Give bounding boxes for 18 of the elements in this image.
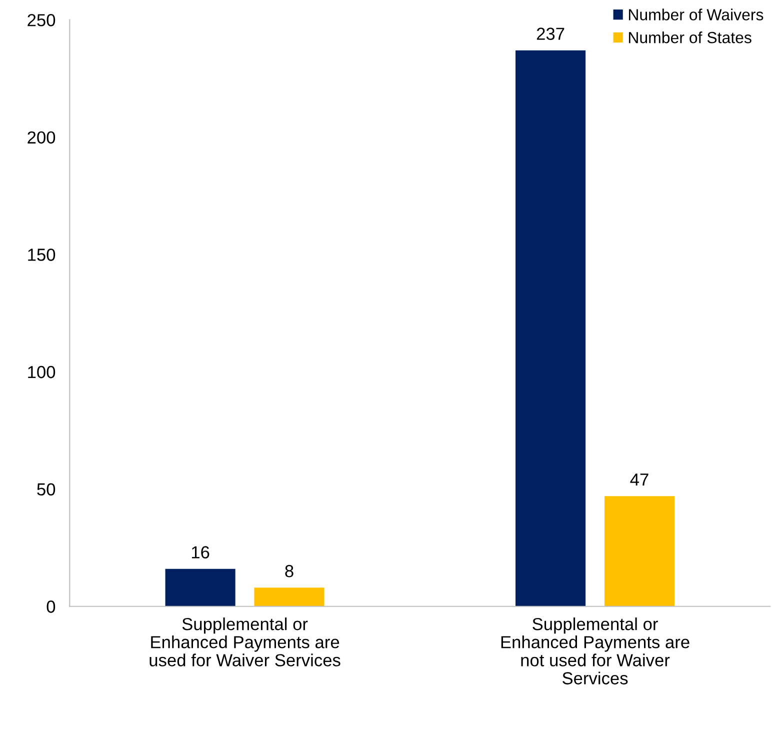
bar — [165, 568, 236, 606]
bar — [516, 50, 586, 606]
x-tick-label: Supplemental or Enhanced Payments are used for Waiver Services — [150, 617, 340, 666]
data-label: 8 — [285, 564, 294, 578]
x-tick-label: Supplemental or Enhanced Payments are not used for Waiver Services — [501, 617, 690, 684]
bar — [254, 588, 324, 606]
y-tick-label: 100 — [28, 366, 56, 378]
data-label: 16 — [192, 546, 210, 558]
legend-label: Number of Waivers — [628, 8, 764, 20]
legend-label: Number of States — [628, 32, 752, 44]
bar — [604, 496, 675, 606]
data-label: 47 — [630, 474, 648, 486]
y-tick-label: 250 — [28, 14, 56, 26]
y-tick-label: 150 — [28, 248, 56, 261]
data-label: 237 — [536, 28, 564, 40]
y-tick-label: 0 — [46, 600, 56, 613]
y-tick-label: 200 — [28, 131, 56, 144]
y-tick-label: 50 — [37, 483, 56, 496]
